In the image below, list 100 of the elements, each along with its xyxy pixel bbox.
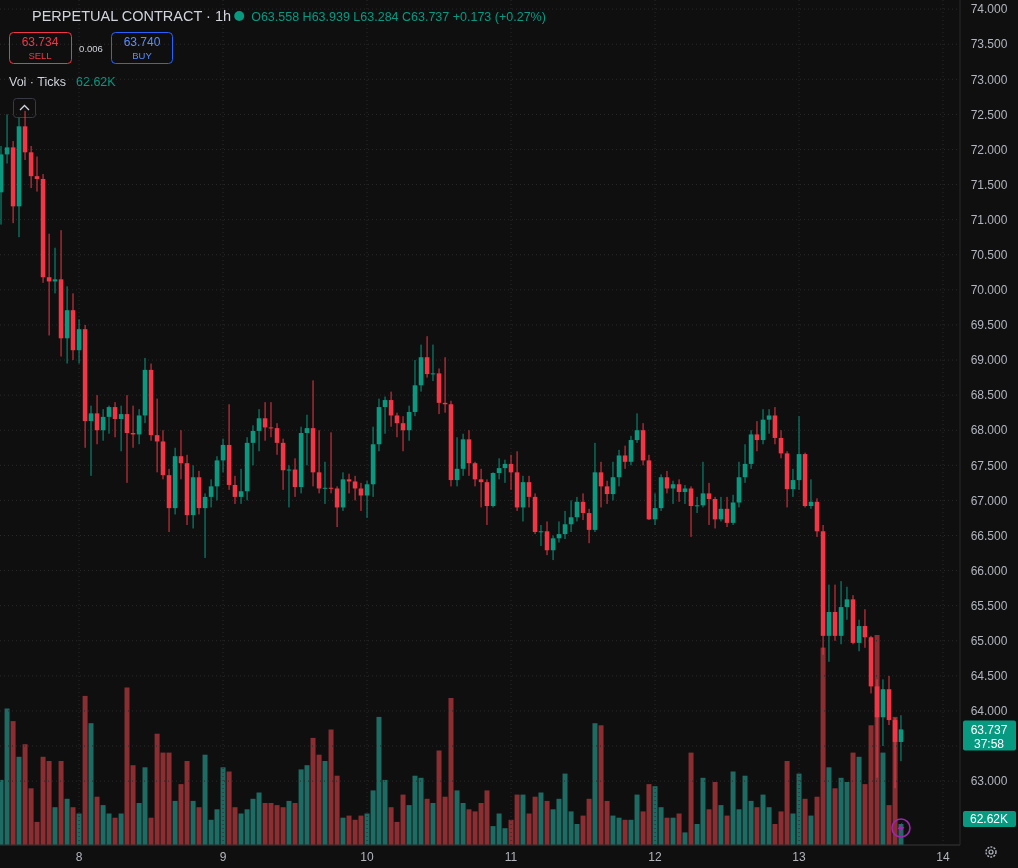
y-tick-label: 71.500: [970, 177, 1008, 192]
annotation: 62.62K: [76, 75, 117, 89]
x-tick-label: 13: [792, 850, 807, 865]
candlestick: [478, 468, 484, 508]
bar: [178, 784, 184, 845]
y-tick-label: 73.000: [970, 72, 1008, 87]
y-tick-label: 72.000: [970, 142, 1008, 157]
bar: [610, 815, 616, 845]
candlestick: [34, 156, 40, 193]
bar: [172, 800, 178, 845]
bar: [622, 819, 628, 845]
bar: [82, 695, 88, 845]
bar: [16, 756, 22, 845]
bar: [880, 752, 886, 845]
bar: [400, 794, 406, 845]
bar: [4, 708, 10, 845]
bar: [196, 807, 202, 845]
y-tick-label: 70.000: [970, 283, 1008, 298]
bar: [628, 819, 634, 845]
bar: [790, 813, 796, 845]
candlestick: [766, 408, 772, 435]
bar: [634, 794, 640, 845]
candlestick: [682, 484, 688, 505]
x-tick-label: 10: [360, 850, 375, 865]
y-tick-label: 65.500: [970, 598, 1008, 613]
bar: [256, 792, 262, 845]
bar: [286, 800, 292, 845]
bar: [616, 817, 622, 845]
text: 63.737: [970, 722, 1008, 737]
annotation: SELL: [28, 50, 52, 61]
text: 62.62K: [969, 812, 1009, 827]
bar: [682, 832, 688, 845]
bar: [544, 800, 550, 845]
x-tick-label: 9: [219, 850, 227, 865]
y-tick-label: 70.500: [970, 247, 1008, 262]
x-tick-label: 11: [504, 850, 518, 865]
bar: [184, 761, 190, 845]
x-tick-label: 14: [936, 850, 950, 865]
bar: [52, 807, 58, 845]
y-tick-label: 64.500: [970, 669, 1008, 684]
y-tick-label: 69.500: [970, 318, 1008, 333]
bar: [850, 752, 856, 845]
bar: [340, 817, 346, 845]
bar: [322, 761, 328, 845]
bar: [772, 824, 778, 845]
y-tick-label: 69.000: [970, 353, 1008, 368]
bar: [538, 792, 544, 845]
bar: [520, 794, 526, 845]
bar: [862, 784, 868, 845]
annotation: O63.558 H63.939 L63.284 C63.737 +0.173 (+0.27%): [251, 10, 546, 24]
y-tick-label: 68.500: [970, 388, 1008, 403]
candlestick: [208, 478, 214, 508]
bar: [430, 803, 436, 845]
bar: [856, 756, 862, 845]
annotation: 63.734: [21, 35, 59, 49]
bar: [592, 723, 598, 845]
candlestick: [754, 420, 760, 452]
bar: [10, 721, 16, 845]
bar: [832, 788, 838, 845]
bar: [190, 800, 196, 845]
candlestick: [706, 482, 712, 526]
chart-title: Vol · Ticks: [9, 75, 66, 89]
y-tick-label: 65.000: [970, 633, 1008, 648]
bar: [70, 807, 76, 845]
y-tick-label: 63.000: [970, 774, 1008, 789]
bar: [382, 779, 388, 845]
bar: [718, 805, 724, 845]
bar: [64, 798, 70, 845]
y-tick-label: 66.500: [970, 528, 1008, 543]
bar: [94, 796, 100, 845]
bar: [112, 817, 118, 845]
annotation: 0.006: [79, 43, 103, 54]
candlestick: [898, 714, 904, 762]
bar: [466, 809, 472, 845]
candlestick: [256, 408, 262, 452]
bar: [58, 761, 64, 845]
y-tick-label: 74.000: [970, 2, 1008, 17]
y-tick-label: 67.000: [970, 493, 1008, 508]
bar: [802, 798, 808, 845]
bar: [424, 798, 430, 845]
bar: [724, 815, 730, 845]
annotation: 63.740: [123, 35, 161, 49]
text: 37:58: [973, 736, 1005, 751]
y-tick-label: 72.500: [970, 107, 1008, 122]
bar: [664, 817, 670, 845]
y-tick-label: 66.000: [970, 563, 1008, 578]
y-tick-label: 64.000: [970, 704, 1008, 719]
bar: [166, 752, 172, 845]
text: PERPETUAL CONTRACT · 1h: [32, 8, 232, 24]
x-tick-label: 12: [648, 850, 663, 865]
bar: [808, 815, 814, 845]
bar: [292, 803, 298, 845]
bar: [418, 777, 424, 845]
y-tick-label: 73.500: [970, 37, 1008, 52]
annotation: BUY: [132, 50, 153, 61]
bar: [754, 807, 760, 845]
bar: [676, 813, 682, 845]
y-tick-label: 67.500: [970, 458, 1008, 473]
bar: [670, 817, 676, 845]
x-tick-label: 8: [75, 850, 83, 865]
